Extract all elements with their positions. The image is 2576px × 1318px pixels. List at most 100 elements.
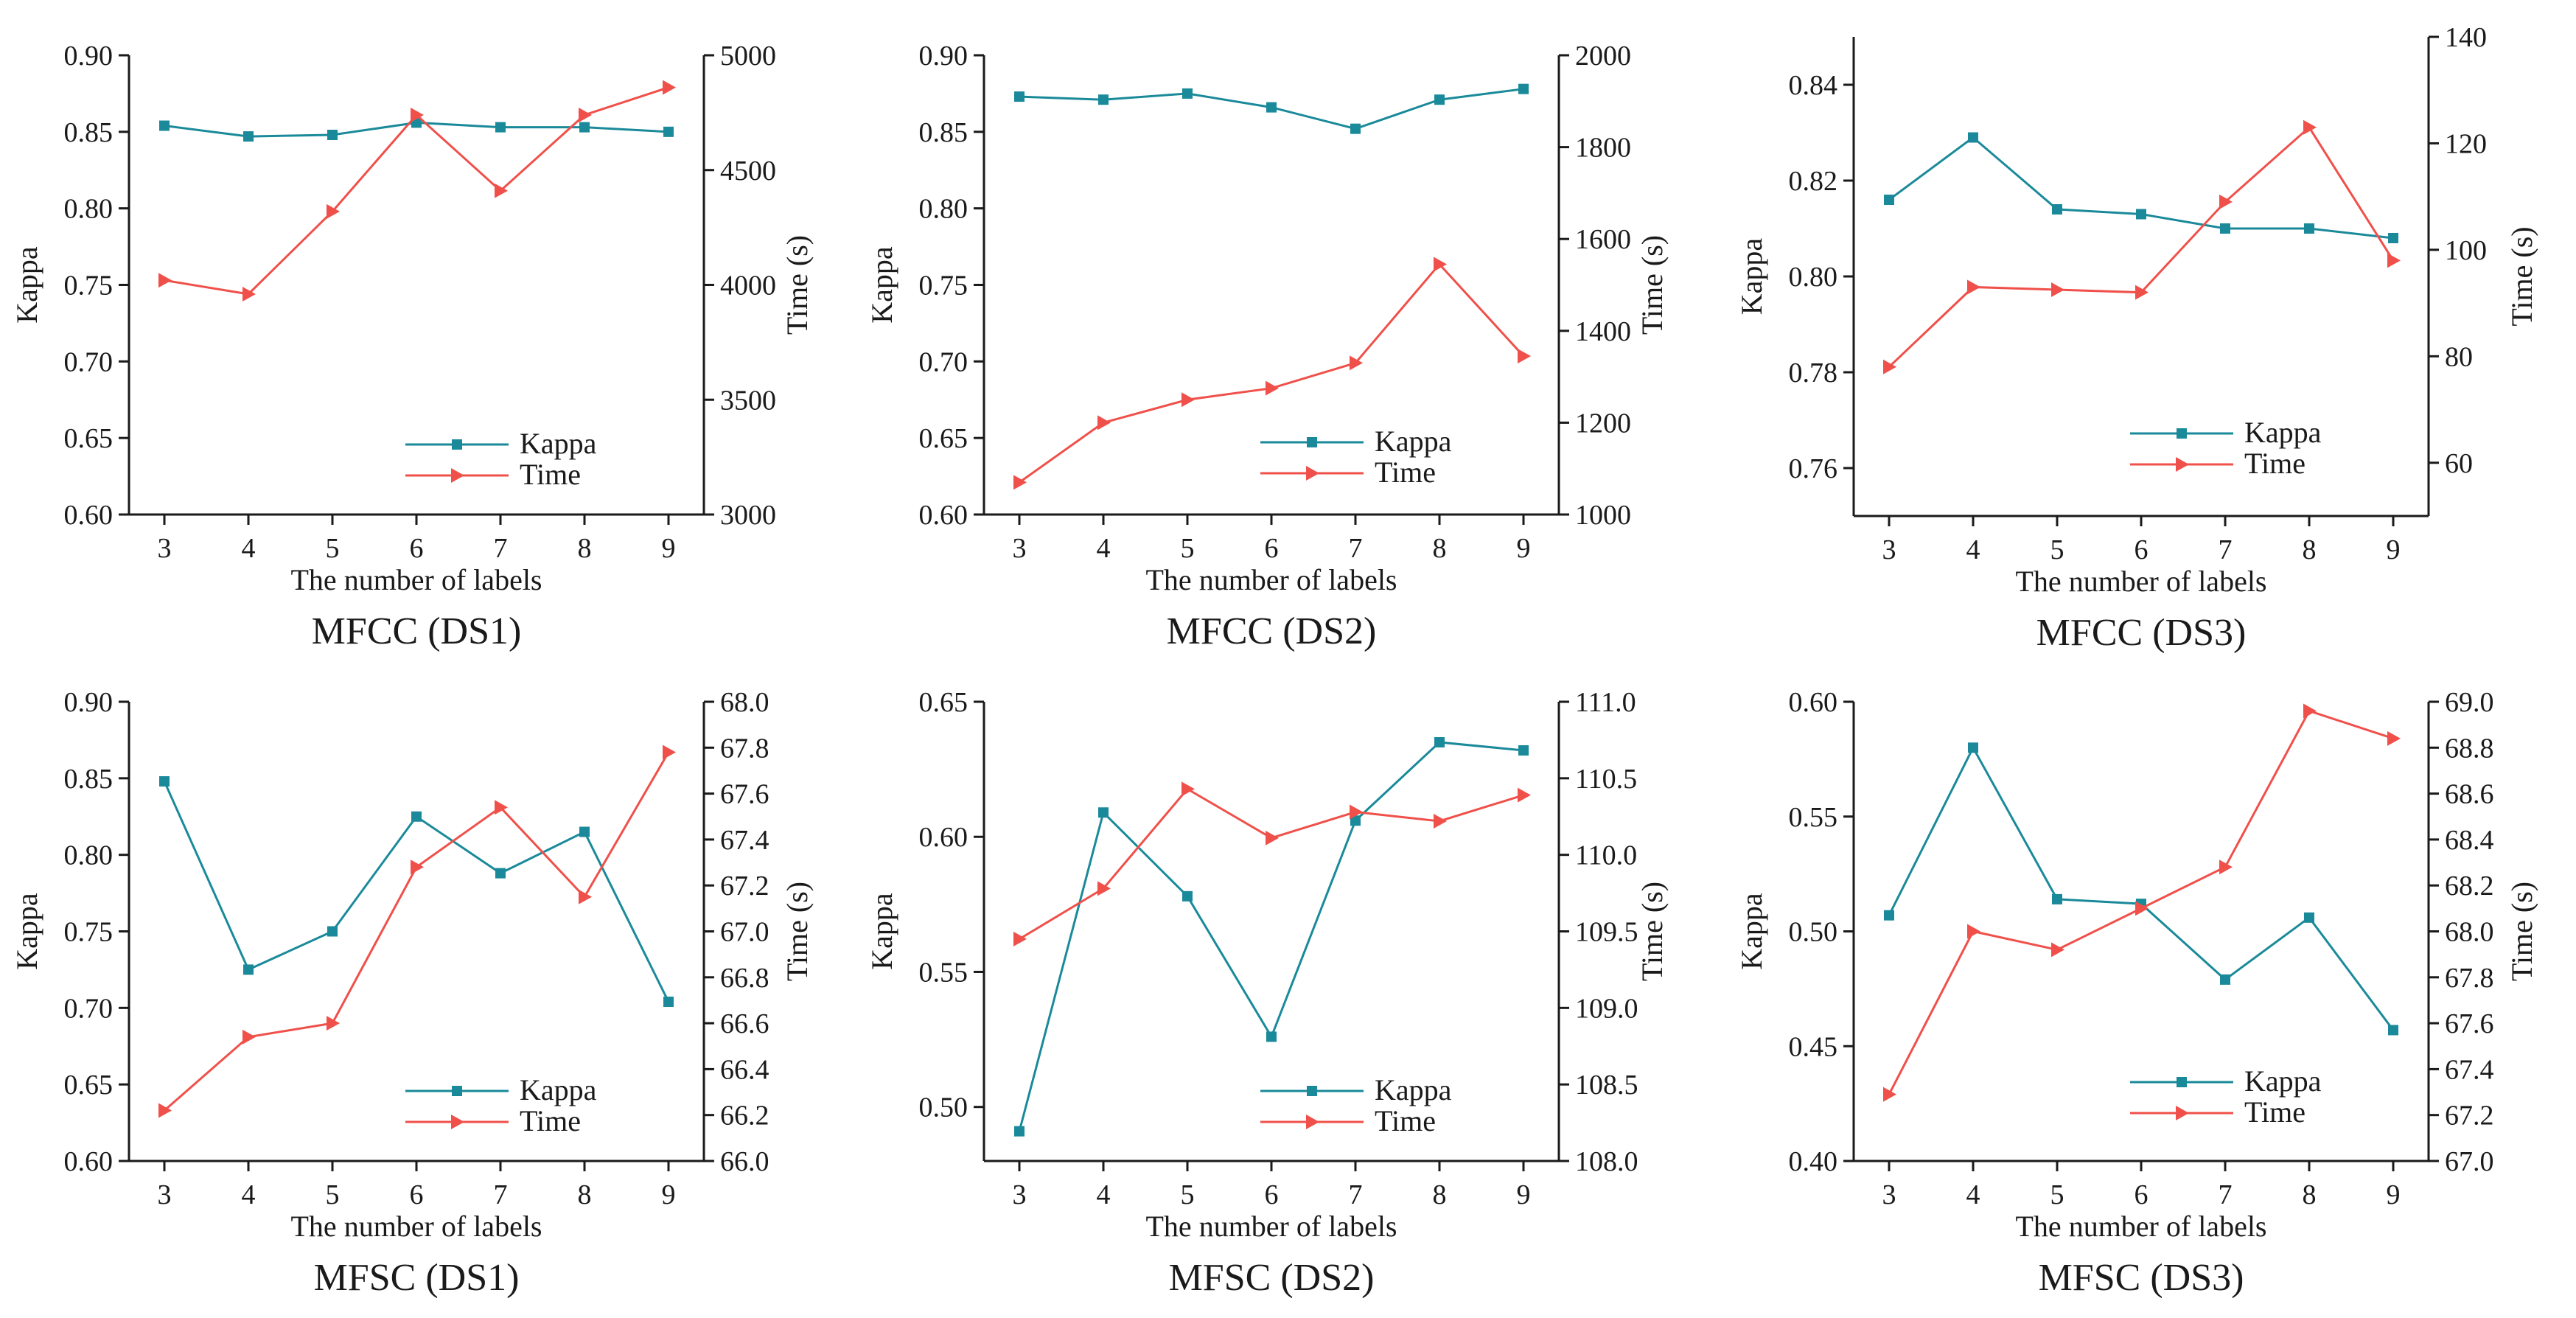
left-tick-label: 0.65 <box>919 423 968 454</box>
x-tick-label: 4 <box>242 533 256 564</box>
kappa-point <box>2388 233 2398 243</box>
chart-caption: MFSC (DS3) <box>2039 1257 2244 1299</box>
time-point <box>1013 931 1027 946</box>
legend-marker-kappa <box>1307 1086 1317 1096</box>
time-point <box>1883 1087 1896 1102</box>
legend-label-kappa: Kappa <box>520 427 597 460</box>
time-point <box>1967 924 1980 939</box>
left-axis-title: Kappa <box>865 246 898 324</box>
kappa-point <box>1968 132 1978 143</box>
chart-caption: MFCC (DS2) <box>1167 610 1377 652</box>
x-tick-label: 7 <box>2219 534 2233 565</box>
right-tick-label: 67.2 <box>720 871 769 902</box>
right-tick-label: 120 <box>2445 128 2487 159</box>
time-point <box>495 800 508 815</box>
time-point <box>1013 475 1027 490</box>
x-tick-label: 3 <box>158 533 172 564</box>
x-tick-label: 3 <box>1013 1179 1027 1210</box>
right-tick-label: 1600 <box>1575 224 1631 255</box>
left-tick-label: 0.85 <box>64 117 114 148</box>
left-tick-label: 0.85 <box>919 117 968 148</box>
legend-marker-kappa <box>1307 437 1317 447</box>
time-point <box>327 203 340 219</box>
kappa-point <box>1266 102 1277 113</box>
right-tick-label: 4000 <box>720 271 776 301</box>
right-tick-label: 66.6 <box>720 1008 769 1039</box>
kappa-point <box>327 129 338 140</box>
right-tick-label: 3000 <box>720 500 776 531</box>
time-point <box>2387 253 2401 268</box>
x-tick-label: 5 <box>2050 1179 2064 1210</box>
right-tick-label: 60 <box>2445 448 2473 479</box>
time-point <box>1434 813 1447 829</box>
kappa-point <box>1014 91 1025 102</box>
x-tick-label: 7 <box>494 533 508 564</box>
right-tick-label: 67.0 <box>720 917 769 948</box>
left-tick-label: 0.50 <box>919 1092 968 1123</box>
kappa-point <box>1266 1031 1277 1042</box>
right-tick-label: 67.0 <box>2445 1146 2494 1177</box>
x-tick-label: 7 <box>1349 1179 1363 1210</box>
left-tick-label: 0.60 <box>919 500 968 531</box>
x-tick-label: 8 <box>578 1179 592 1210</box>
left-tick-label: 0.90 <box>64 41 114 72</box>
x-tick-label: 6 <box>410 533 424 564</box>
time-point <box>158 1103 172 1118</box>
legend-label-kappa: Kappa <box>520 1073 597 1106</box>
kappa-point <box>1518 745 1529 756</box>
chart-panel-3: 0.76 0.78 0.80 0.82 0.84 60 80 100 120 140 3 4 5 6 7 8 9… <box>1735 22 2538 654</box>
kappa-point <box>663 126 674 137</box>
time-point <box>2219 194 2233 209</box>
time-point <box>2051 282 2064 298</box>
chart-panel-2: 0.60 0.65 0.70 0.75 0.80 0.85 0.90 1000 1200 1400… <box>865 41 1669 652</box>
chart-panel-6: 0.40 0.45 0.50 0.55 0.60 67.0 67.2 67.4 67.6 67.8… <box>1735 687 2538 1299</box>
chart-panel-4: 0.60 0.65 0.70 0.75 0.80 0.85 0.90 66.0 66.2 66.4… <box>10 687 814 1299</box>
kappa-point <box>243 964 254 975</box>
kappa-point <box>495 122 506 133</box>
time-point <box>2387 731 2401 746</box>
x-tick-label: 9 <box>1517 533 1531 564</box>
left-tick-label: 0.84 <box>1789 70 1838 101</box>
kappa-point <box>1098 94 1109 105</box>
left-tick-label: 0.45 <box>1789 1031 1838 1062</box>
kappa-point <box>1350 123 1361 134</box>
right-tick-label: 1200 <box>1575 408 1631 439</box>
legend-label-kappa: Kappa <box>1375 425 1452 458</box>
kappa-point <box>2052 204 2062 215</box>
time-point <box>2303 703 2317 719</box>
x-tick-label: 9 <box>2387 534 2401 565</box>
right-axis-title: Time (s) <box>781 235 814 335</box>
x-axis-title: The number of labels <box>291 563 542 596</box>
right-tick-label: 109.5 <box>1575 917 1638 948</box>
x-axis-title: The number of labels <box>1146 563 1397 596</box>
x-tick-label: 5 <box>326 1179 340 1210</box>
left-tick-label: 0.50 <box>1789 917 1838 948</box>
x-tick-label: 9 <box>2387 1179 2401 1210</box>
x-tick-label: 8 <box>578 533 592 564</box>
legend-marker-time <box>2176 457 2189 472</box>
chart-caption: MFCC (DS3) <box>2036 612 2247 654</box>
time-point <box>2051 942 2064 958</box>
time-point <box>1350 355 1363 371</box>
left-axis-title: Kappa <box>1735 238 1768 315</box>
time-point <box>2303 119 2317 135</box>
legend-label-time: Time <box>520 1104 581 1137</box>
right-tick-label: 111.0 <box>1575 687 1636 718</box>
x-tick-label: 6 <box>2135 534 2149 565</box>
left-tick-label: 0.82 <box>1789 166 1838 197</box>
legend-label-kappa: Kappa <box>2244 1064 2322 1098</box>
left-tick-label: 0.80 <box>64 840 114 871</box>
left-tick-label: 0.65 <box>64 1070 114 1101</box>
time-point <box>663 80 676 95</box>
time-point <box>1266 830 1279 845</box>
kappa-point <box>159 120 170 131</box>
right-tick-label: 67.8 <box>720 733 769 764</box>
left-tick-label: 0.78 <box>1789 358 1838 388</box>
kappa-point <box>2388 1025 2398 1036</box>
left-tick-label: 0.75 <box>919 271 968 301</box>
right-tick-label: 67.8 <box>2445 963 2494 994</box>
right-tick-label: 68.6 <box>2445 779 2494 810</box>
time-point <box>2135 901 2149 916</box>
time-point <box>495 183 508 198</box>
x-tick-label: 4 <box>1966 1179 1980 1210</box>
